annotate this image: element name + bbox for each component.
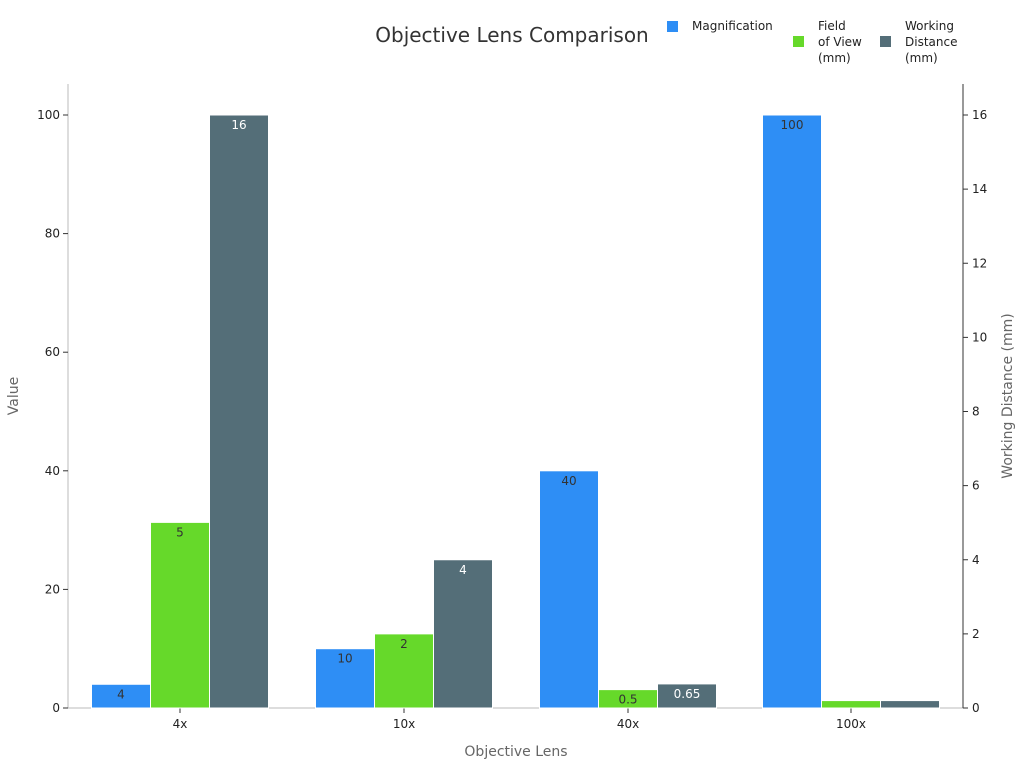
y2-ticks: 0 2 4 6 8 10 12 14 16	[963, 108, 987, 715]
y-tick-label: 100	[37, 108, 60, 122]
legend: Magnification Field of View (mm) Working Dist…	[667, 19, 957, 65]
legend-swatch	[793, 36, 804, 47]
x-tick-label: 10x	[393, 717, 415, 731]
legend-swatch	[880, 36, 891, 47]
bar-value-label: 0.5	[618, 693, 637, 707]
y-tick-label: 20	[45, 582, 60, 596]
x-axis-label: Objective Lens	[464, 744, 567, 760]
y2-tick-label: 6	[972, 479, 980, 493]
bar-value-label: 5	[176, 525, 184, 539]
y2-tick-label: 8	[972, 405, 980, 419]
bar-field-of-view	[150, 521, 210, 709]
bar-working-distance	[657, 683, 717, 709]
legend-label: (mm)	[905, 51, 938, 65]
bar-labels: 4 5 16 10 2 4 40 0.5 0.65 100.	[117, 118, 912, 718]
y2-tick-label: 2	[972, 627, 980, 641]
y-tick-label: 0	[52, 701, 60, 715]
legend-label: of View	[818, 35, 862, 49]
y2-tick-label: 10	[972, 330, 987, 344]
legend-label: (mm)	[818, 51, 851, 65]
y2-tick-label: 12	[972, 256, 987, 270]
legend-item: Magnification	[667, 19, 773, 33]
y2-tick-label: 16	[972, 108, 987, 122]
bar-working-distance	[880, 700, 940, 709]
legend-label: Distance	[905, 35, 957, 49]
bar-value-label: 100	[781, 118, 804, 132]
y2-tick-label: 14	[972, 182, 987, 196]
bar-working-distance	[433, 559, 493, 709]
y-tick-label: 40	[45, 464, 60, 478]
x-ticks: 4x 10x 40x 100x	[173, 708, 866, 731]
bar-value-label: .	[908, 704, 912, 718]
bar-field-of-view	[821, 700, 881, 709]
bar-value-label: 2	[400, 637, 408, 651]
bar-magnification	[315, 648, 375, 709]
y2-tick-label: 4	[972, 553, 980, 567]
bar-value-label: 0.65	[674, 687, 701, 701]
legend-label: Magnification	[692, 19, 773, 33]
y-tick-label: 80	[45, 227, 60, 241]
bar-field-of-view	[374, 633, 434, 709]
chart-title: Objective Lens Comparison	[375, 23, 649, 47]
bar-magnification	[762, 114, 822, 709]
y-ticks: 0 20 40 60 80 100	[37, 108, 68, 715]
bar-value-label: 4	[459, 563, 467, 577]
bar-magnification	[539, 470, 599, 709]
bar-value-label: 40	[561, 474, 576, 488]
legend-item: Working Distance (mm)	[880, 19, 957, 65]
y-axis-label: Value	[6, 377, 22, 415]
x-tick-label: 100x	[836, 717, 866, 731]
bar-value-label: 4	[117, 687, 125, 701]
legend-item: Field of View (mm)	[793, 19, 862, 65]
y2-tick-label: 0	[972, 701, 980, 715]
x-tick-label: 4x	[173, 717, 188, 731]
legend-label: Working	[905, 19, 954, 33]
bar-working-distance	[209, 114, 269, 709]
legend-swatch	[667, 21, 678, 32]
y2-axis-label: Working Distance (mm)	[1000, 313, 1016, 478]
x-tick-label: 40x	[617, 717, 639, 731]
bar-value-label: 16	[231, 118, 246, 132]
bars	[91, 114, 940, 709]
y-tick-label: 60	[45, 345, 60, 359]
legend-label: Field	[818, 19, 846, 33]
bar-value-label: 10	[337, 652, 352, 666]
